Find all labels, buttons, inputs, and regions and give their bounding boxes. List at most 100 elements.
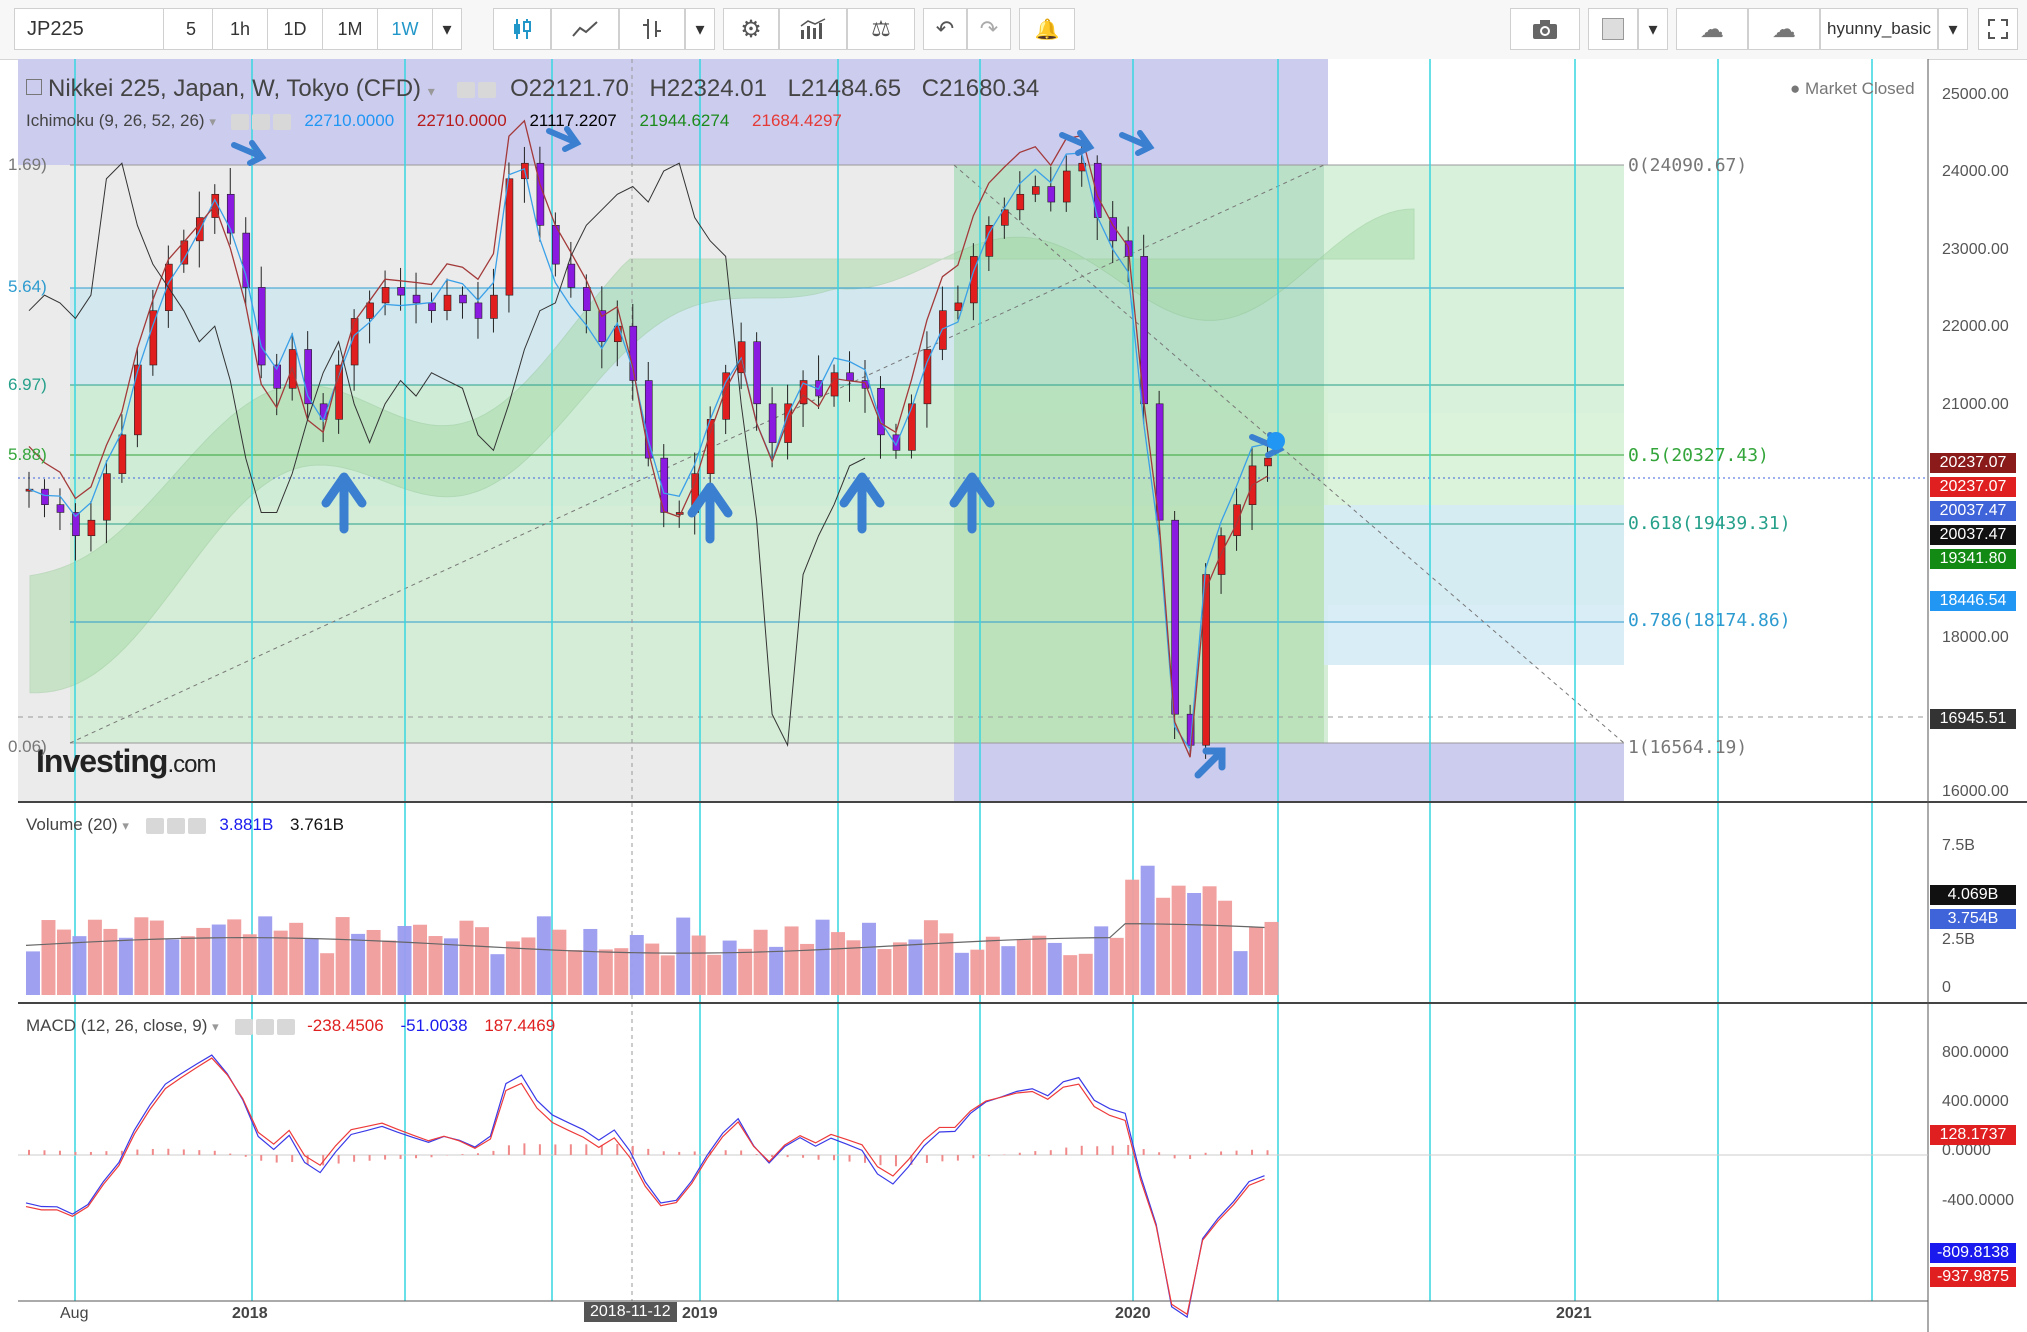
eye-icon[interactable] [235, 1018, 254, 1035]
eye-icon[interactable] [230, 113, 249, 130]
snapshot-button[interactable] [1510, 8, 1580, 50]
save-chart-button[interactable]: ☁ [1748, 8, 1820, 50]
gear-icon[interactable] [166, 817, 185, 834]
volume-bar [258, 916, 273, 995]
redo-button[interactable]: ↷ [967, 8, 1011, 50]
volume-bar [413, 924, 428, 995]
interval-dropdown-button[interactable]: ▾ [432, 8, 462, 50]
ichimoku-value: 21117.2207 [529, 111, 617, 130]
indicators-button[interactable] [779, 8, 847, 50]
collapse-legend-icon[interactable] [26, 78, 42, 95]
volume-bar [149, 920, 164, 995]
volume-bar [1218, 900, 1233, 995]
volume-bar [629, 934, 644, 995]
fib-left-label: 5.64) [8, 277, 47, 296]
user-dropdown-button[interactable]: ▾ [1938, 8, 1968, 50]
x-axis-label: 2018 [232, 1305, 268, 1322]
chikou-line [28, 162, 866, 748]
candle [598, 310, 607, 343]
candles-style-button[interactable] [493, 8, 551, 50]
volume-bar [722, 940, 737, 995]
ichimoku-legend: Ichimoku (9, 26, 52, 26) ▾ 22710.0000 22… [26, 111, 842, 131]
price-axis-label: 16000.00 [1942, 783, 2009, 800]
fullscreen-button[interactable] [1978, 8, 2018, 50]
chart-title: Nikkei 225, Japan, W, Tokyo (CFD) [48, 75, 422, 102]
candle [397, 287, 405, 296]
price-axis-label: 25000.00 [1942, 86, 2009, 103]
close-icon[interactable] [272, 113, 291, 130]
legend-controls [457, 75, 499, 102]
trend-line [69, 164, 1325, 744]
line-style-button[interactable] [551, 8, 619, 50]
symbol-input[interactable]: JP225 [14, 8, 164, 50]
compare-button[interactable]: ⚖ [847, 8, 915, 50]
arrow-up-icon [949, 472, 995, 534]
candle [1155, 403, 1164, 521]
chart-canvas[interactable] [0, 59, 2027, 1332]
investing-watermark: Investing.com [36, 743, 216, 779]
candle [923, 349, 932, 405]
bars-style-button[interactable] [619, 8, 685, 50]
volume-bar [985, 936, 1000, 995]
close-icon[interactable] [277, 1018, 296, 1035]
p-marker-icon [1267, 432, 1285, 450]
interval-1h-button[interactable]: 1h [212, 8, 268, 50]
chevron-down-icon[interactable]: ▾ [427, 83, 435, 99]
eye-icon[interactable] [457, 81, 476, 98]
line-chart-icon [572, 21, 598, 37]
chevron-down-icon[interactable]: ▾ [209, 114, 216, 129]
volume-bar [567, 950, 582, 995]
chart-style-dropdown-button[interactable]: ▾ [685, 8, 715, 50]
add-alert-button[interactable]: 🔔 [1019, 8, 1075, 50]
load-chart-button[interactable]: ☁ [1676, 8, 1748, 50]
candle [737, 341, 746, 374]
eye-icon[interactable] [145, 817, 164, 834]
interval-1w-button[interactable]: 1W [377, 8, 433, 50]
candle [536, 162, 545, 226]
price-axis-label: 21000.00 [1942, 396, 2009, 413]
ichimoku-value: 22710.0000 [304, 111, 395, 130]
user-account-button[interactable]: hyunny_basic [1820, 8, 1938, 50]
candle [1016, 193, 1025, 211]
volume-bar [939, 933, 954, 995]
redo-icon: ↷ [979, 16, 999, 41]
camera-icon [1533, 20, 1557, 39]
crosshair-date-label: 2018-11-12 [584, 1302, 677, 1322]
gear-icon[interactable] [478, 81, 497, 98]
undo-button[interactable]: ↶ [923, 8, 967, 50]
gear-icon[interactable] [251, 113, 270, 130]
x-axis-label: 2019 [682, 1305, 718, 1322]
trend-line [953, 164, 1625, 744]
chevron-down-icon[interactable]: ▾ [212, 1019, 219, 1034]
settings-button[interactable]: ⚙ [723, 8, 779, 50]
volume-ma-line [25, 923, 1265, 954]
fib-zone-right-blue [1324, 505, 1624, 665]
candle [939, 310, 947, 350]
macd-label: MACD (12, 26, close, 9) [26, 1016, 208, 1035]
chevron-down-icon[interactable]: ▾ [122, 818, 129, 833]
volume-bar [397, 925, 412, 995]
volume-bar [846, 940, 861, 995]
volume-bar [103, 928, 118, 995]
volume-bar [1171, 885, 1186, 995]
layout-button[interactable] [1588, 8, 1638, 50]
layout-dropdown-button[interactable]: ▾ [1638, 8, 1668, 50]
gear-icon[interactable] [256, 1018, 275, 1035]
chart-area[interactable]: Nikkei 225, Japan, W, Tokyo (CFD) ▾ O221… [0, 59, 2027, 1332]
volume-bar [87, 919, 102, 995]
volume-bar [474, 927, 489, 995]
chevron-down-icon: ▾ [1648, 18, 1658, 39]
macd-axis-label: 400.0000 [1942, 1093, 2009, 1110]
candle [954, 302, 963, 311]
candle [490, 294, 498, 319]
volume-bar [1094, 926, 1109, 995]
close-icon[interactable] [187, 817, 206, 834]
volume-bar [877, 949, 892, 995]
candle [505, 178, 514, 296]
interval-1m-button[interactable]: 1M [322, 8, 378, 50]
interval-5m-button[interactable]: 5 [163, 8, 219, 50]
candle [1001, 209, 1009, 226]
arrow-right-icon [1119, 130, 1155, 156]
chevron-down-icon: ▾ [695, 18, 705, 39]
interval-1d-button[interactable]: 1D [267, 8, 323, 50]
